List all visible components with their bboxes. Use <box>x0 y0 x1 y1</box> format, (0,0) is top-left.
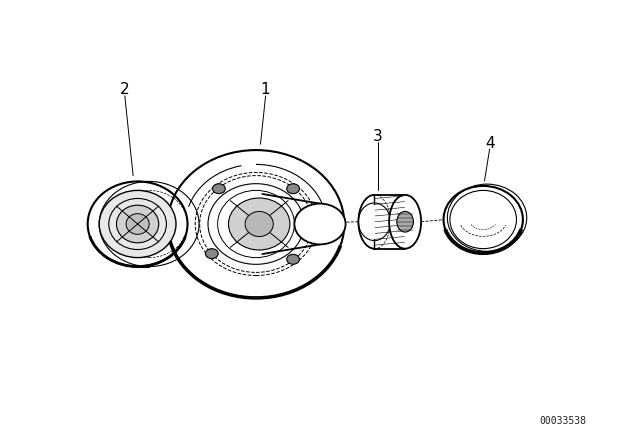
Ellipse shape <box>126 214 149 234</box>
Ellipse shape <box>245 211 273 237</box>
Ellipse shape <box>168 150 344 298</box>
Text: 00033538: 00033538 <box>540 416 587 426</box>
Ellipse shape <box>205 249 218 258</box>
Ellipse shape <box>294 203 346 244</box>
Ellipse shape <box>287 184 300 194</box>
Ellipse shape <box>358 203 390 241</box>
Ellipse shape <box>116 205 159 243</box>
Text: 1: 1 <box>260 82 271 97</box>
Ellipse shape <box>228 198 290 250</box>
Ellipse shape <box>88 181 188 267</box>
Ellipse shape <box>397 211 413 232</box>
Ellipse shape <box>444 186 523 253</box>
Text: 2: 2 <box>120 82 130 97</box>
Ellipse shape <box>287 254 300 264</box>
Ellipse shape <box>212 184 225 194</box>
Ellipse shape <box>99 190 176 258</box>
Text: 4: 4 <box>484 136 495 151</box>
Text: 3: 3 <box>372 129 383 144</box>
Ellipse shape <box>389 195 421 249</box>
